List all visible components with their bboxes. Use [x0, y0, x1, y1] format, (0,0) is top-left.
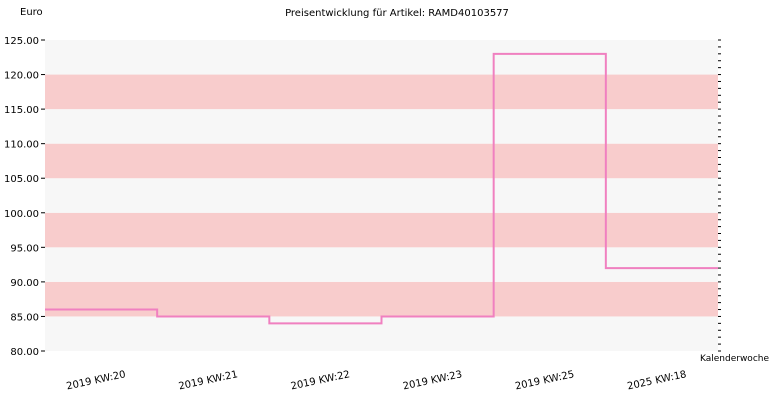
- background-band: [45, 178, 718, 213]
- price-series-line: [45, 52, 718, 325]
- y-tick-label: 95.00: [10, 243, 39, 254]
- background-band: [45, 281, 718, 317]
- y-tick-label: 85.00: [10, 312, 39, 323]
- right-axis-ticks: [718, 39, 721, 352]
- x-tick-label: 2025 KW:18: [626, 369, 687, 392]
- background-band: [45, 109, 718, 144]
- y-tick-label: 100.00: [4, 209, 39, 220]
- y-tick-label: 110.00: [4, 140, 39, 151]
- x-tick-label: 2019 KW:23: [402, 369, 463, 392]
- x-axis: 2019 KW:20 2019 KW:21 2019 KW:22 2019 KW:23…: [66, 369, 688, 392]
- background-band: [45, 143, 718, 179]
- background-bands: [45, 40, 718, 351]
- background-band: [45, 212, 718, 248]
- background-band: [45, 74, 718, 110]
- x-axis-label: Kalenderwoche: [700, 354, 769, 364]
- y-tick-label: 125.00: [4, 36, 39, 47]
- chart-title: Preisentwicklung für Artikel: RAMD401035…: [285, 8, 509, 19]
- y-tick-label: 90.00: [10, 278, 39, 289]
- x-tick-label: 2019 KW:20: [66, 369, 127, 392]
- x-tick-label: 2019 KW:25: [514, 369, 575, 392]
- background-band: [45, 40, 718, 75]
- y-tick-label: 120.00: [4, 71, 39, 82]
- x-tick-label: 2019 KW:21: [178, 369, 239, 392]
- y-axis-label: Euro: [20, 7, 43, 18]
- x-tick-label: 2019 KW:22: [290, 369, 351, 392]
- y-tick-label: 105.00: [4, 174, 39, 185]
- y-tick-label: 115.00: [4, 105, 39, 116]
- y-axis: 80.00 85.00 90.00 95.00 100.00 105.00 110.00 11…: [4, 36, 45, 358]
- y-tick-label: 80.00: [10, 347, 39, 358]
- background-band: [45, 247, 718, 282]
